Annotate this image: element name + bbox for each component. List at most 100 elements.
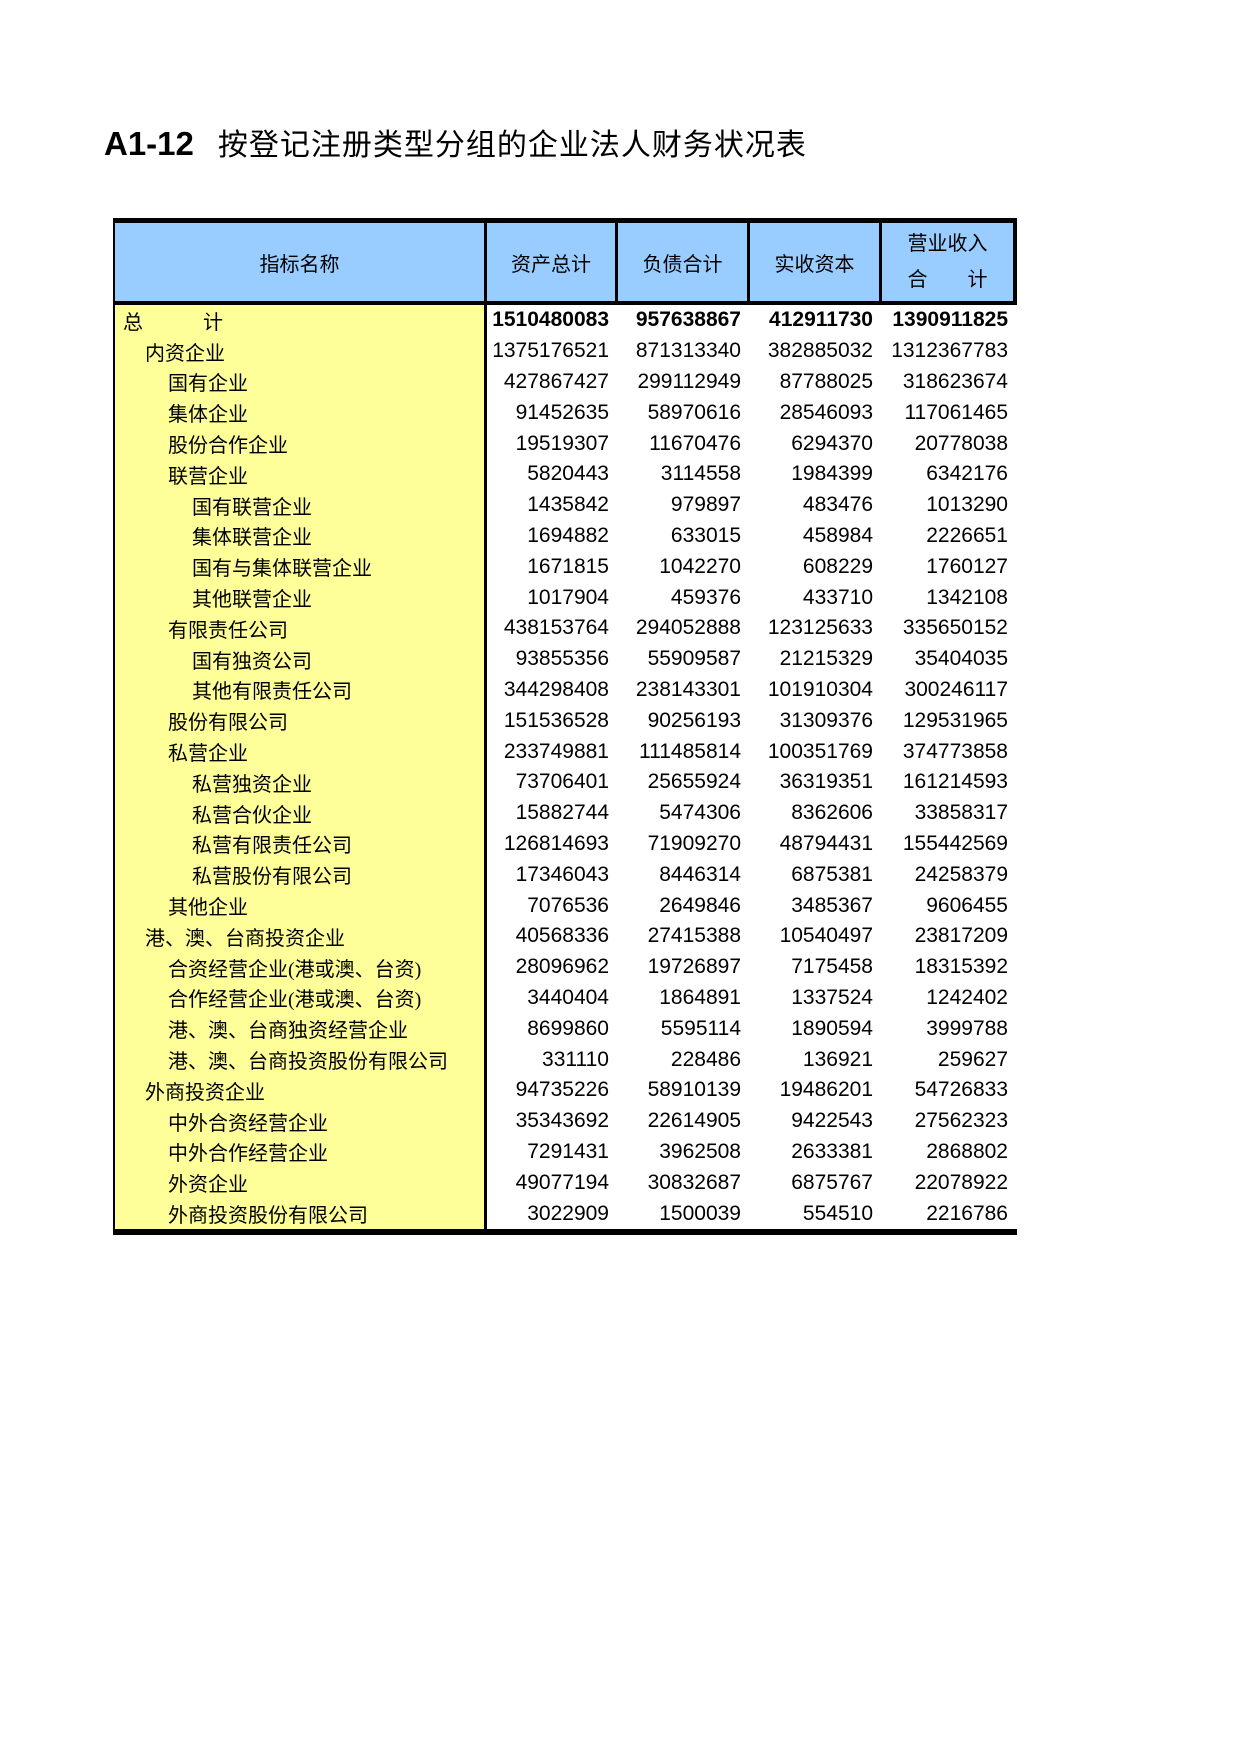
cell-operating-revenue: 23817209 <box>914 924 1008 948</box>
cell-total-assets: 93855356 <box>515 647 609 671</box>
column-header-total-liabilities: 负债合计 <box>618 223 750 301</box>
cell-paid-in-capital: 28546093 <box>779 400 873 424</box>
row-label: 国有企业 <box>115 366 487 398</box>
column-header-total-assets: 资产总计 <box>487 223 618 301</box>
cell-total-liabilities: 58970616 <box>647 400 741 424</box>
row-label: 私营独资企业 <box>115 766 487 798</box>
row-label: 私营企业 <box>115 736 487 767</box>
row-label: 中外合作经营企业 <box>115 1136 487 1168</box>
table-row: 中外合作经营企业 7291431 3962508 2633381 2868802 <box>115 1136 1017 1168</box>
table-row: 合资经营企业(港或澳、台资) 28096962 19726897 7175458 183… <box>115 951 1017 983</box>
cell-total-liabilities: 1864891 <box>659 985 741 1009</box>
cell-total-liabilities: 871313340 <box>635 339 741 363</box>
row-label: 国有独资公司 <box>115 643 487 675</box>
table-row: 港、澳、台商投资企业 40568336 27415388 10540497 238172… <box>115 920 1017 952</box>
cell-total-assets: 40568336 <box>515 924 609 948</box>
column-header-operating-revenue-line1: 营业收入 <box>907 233 988 255</box>
cell-paid-in-capital: 483476 <box>802 493 873 517</box>
cell-total-liabilities: 228486 <box>670 1047 741 1071</box>
table-row: 外资企业 49077194 30832687 6875767 22078922 <box>115 1167 1017 1199</box>
cell-operating-revenue: 129531965 <box>902 708 1008 732</box>
cell-total-assets: 151536528 <box>503 708 609 732</box>
cell-operating-revenue: 2216786 <box>926 1201 1008 1225</box>
page-title-text: 按登记注册类型分组的企业法人财务状况表 <box>217 129 807 162</box>
cell-paid-in-capital: 36319351 <box>779 770 873 794</box>
cell-total-assets: 49077194 <box>515 1170 609 1194</box>
cell-operating-revenue: 335650152 <box>902 616 1008 640</box>
cell-operating-revenue: 300246117 <box>904 677 1008 701</box>
cell-paid-in-capital: 19486201 <box>779 1078 873 1102</box>
cell-total-liabilities: 2649846 <box>659 893 741 917</box>
cell-total-assets: 28096962 <box>515 955 609 979</box>
cell-paid-in-capital: 433710 <box>802 585 873 609</box>
table-row: 外商投资企业 94735226 58910139 19486201 54726833 <box>115 1074 1017 1106</box>
cell-total-liabilities: 299112949 <box>637 369 741 393</box>
table-row: 集体企业 91452635 58970616 28546093 117061465 <box>115 397 1017 429</box>
table-row: 私营企业 233749881 111485814 100351769 374773858 <box>115 736 1017 767</box>
row-label: 外资企业 <box>115 1167 487 1199</box>
cell-operating-revenue: 1013290 <box>926 493 1008 517</box>
cell-paid-in-capital: 7175458 <box>791 955 873 979</box>
cell-total-assets: 7076536 <box>527 893 609 917</box>
cell-total-assets: 94735226 <box>515 1078 609 1102</box>
row-label: 其他企业 <box>115 890 487 921</box>
cell-paid-in-capital: 2633381 <box>791 1139 873 1163</box>
row-label: 私营有限责任公司 <box>115 828 487 860</box>
cell-total-assets: 331110 <box>542 1047 609 1071</box>
cell-operating-revenue: 22078922 <box>914 1170 1008 1194</box>
cell-total-liabilities: 11670476 <box>649 431 741 455</box>
cell-total-liabilities: 294052888 <box>635 616 741 640</box>
table-row: 国有独资公司 93855356 55909587 21215329 35404035 <box>115 643 1017 675</box>
cell-operating-revenue: 24258379 <box>914 862 1008 886</box>
cell-paid-in-capital: 3485367 <box>791 893 873 917</box>
table-row: 国有企业 427867427 299112949 87788025 318623674 <box>115 366 1017 398</box>
cell-total-assets: 1671815 <box>527 554 609 578</box>
cell-paid-in-capital: 101910304 <box>767 677 873 701</box>
cell-operating-revenue: 1342108 <box>926 585 1008 609</box>
cell-total-assets: 1017904 <box>527 585 609 609</box>
cell-paid-in-capital: 6875767 <box>791 1170 873 1194</box>
row-label: 联营企业 <box>115 458 487 490</box>
table-row: 国有与集体联营企业 1671815 1042270 608229 1760127 <box>115 551 1017 583</box>
cell-operating-revenue: 155442569 <box>902 831 1008 855</box>
row-label: 国有联营企业 <box>115 489 487 521</box>
row-label: 港、澳、台商投资股份有限公司 <box>115 1044 487 1075</box>
cell-total-liabilities: 5474306 <box>659 801 741 825</box>
cell-total-assets: 19519307 <box>515 431 609 455</box>
cell-operating-revenue: 259627 <box>937 1047 1008 1071</box>
table-row: 私营股份有限公司 17346043 8446314 6875381 24258379 <box>115 859 1017 891</box>
cell-paid-in-capital: 10540497 <box>779 924 873 948</box>
cell-total-assets: 1510480083 <box>492 308 609 332</box>
cell-operating-revenue: 9606455 <box>926 893 1008 917</box>
cell-paid-in-capital: 458984 <box>802 523 873 547</box>
cell-operating-revenue: 1760127 <box>926 554 1008 578</box>
cell-total-liabilities: 979897 <box>670 493 741 517</box>
cell-operating-revenue: 2868802 <box>926 1139 1008 1163</box>
table-row: 外商投资股份有限公司 3022909 1500039 554510 2216786 <box>115 1198 1017 1229</box>
cell-total-assets: 73706401 <box>515 770 609 794</box>
cell-operating-revenue: 27562323 <box>914 1109 1008 1133</box>
cell-operating-revenue: 1242402 <box>926 985 1008 1009</box>
cell-total-liabilities: 111485814 <box>639 739 741 763</box>
table-row: 股份有限公司 151536528 90256193 31309376 129531965 <box>115 705 1017 737</box>
cell-total-assets: 233749881 <box>503 739 609 763</box>
cell-total-assets: 1694882 <box>527 523 609 547</box>
cell-total-assets: 1375176521 <box>492 339 609 363</box>
table-row: 联营企业 5820443 3114558 1984399 6342176 <box>115 458 1017 490</box>
cell-operating-revenue: 374773858 <box>902 739 1008 763</box>
cell-total-assets: 17346043 <box>515 862 609 886</box>
cell-paid-in-capital: 31309376 <box>779 708 873 732</box>
cell-paid-in-capital: 100351769 <box>767 739 873 763</box>
row-label: 其他有限责任公司 <box>115 674 487 706</box>
cell-operating-revenue: 20778038 <box>914 431 1008 455</box>
cell-total-assets: 91452635 <box>515 400 609 424</box>
cell-operating-revenue: 117061465 <box>904 400 1008 424</box>
cell-total-liabilities: 22614905 <box>647 1109 741 1133</box>
cell-paid-in-capital: 123125633 <box>767 616 873 640</box>
cell-operating-revenue: 6342176 <box>926 462 1008 486</box>
cell-total-liabilities: 1500039 <box>659 1201 741 1225</box>
table-row: 总 计 1510480083 957638867 412911730 139091182… <box>115 305 1017 336</box>
cell-total-assets: 3440404 <box>527 985 609 1009</box>
column-header-indicator: 指标名称 <box>115 223 487 301</box>
cell-total-liabilities: 30832687 <box>647 1170 741 1194</box>
